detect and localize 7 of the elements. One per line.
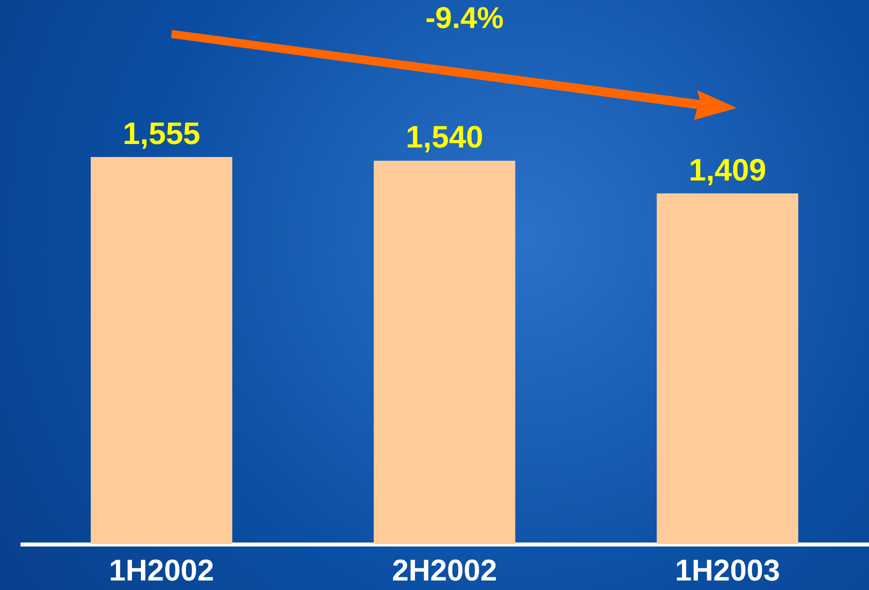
data-label: 1,540 [406,120,484,155]
x-tick-label: 2H2002 [392,554,498,588]
x-tick-label: 1H2003 [674,554,780,588]
data-label: 1,409 [688,152,766,188]
data-label: 1,555 [122,116,200,151]
x-tick-label: 1H2002 [108,554,214,588]
text: -9.4% [425,2,504,35]
